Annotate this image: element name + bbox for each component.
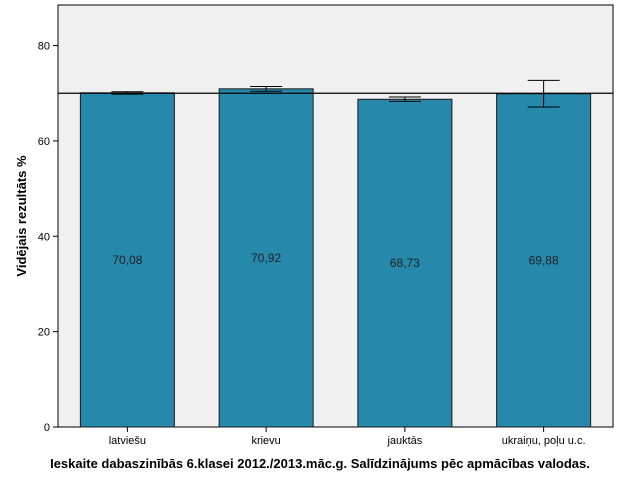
x-tick-label: jauktās <box>386 435 422 447</box>
y-tick-label: 60 <box>38 136 50 148</box>
y-axis-title: Vidējais rezultāts % <box>14 155 29 277</box>
bar <box>357 98 453 428</box>
bar-value-label: 68,73 <box>390 256 420 270</box>
chart-caption: Ieskaite dabaszinībās 6.klasei 2012./201… <box>50 456 590 471</box>
bar <box>496 93 592 428</box>
x-axis: latviešu krievu jauktās ukraiņu, poļu u.c. <box>109 427 586 447</box>
y-tick-label: 0 <box>44 422 50 434</box>
x-tick-label: krievu <box>251 435 280 447</box>
y-tick-label: 80 <box>38 41 50 53</box>
bar-value-label: 70,92 <box>251 251 281 265</box>
y-tick-label: 40 <box>38 231 50 243</box>
y-tick-label: 20 <box>38 327 50 339</box>
bar-chart: 0 20 40 60 80 70,08 70,92 68,73 69,88 latviešu k… <box>14 4 614 447</box>
bar <box>79 92 175 428</box>
bars: 70,08 70,92 68,73 69,88 <box>79 88 592 428</box>
x-tick-label: ukraiņu, poļu u.c. <box>502 435 586 447</box>
bar-value-label: 69,88 <box>529 253 559 267</box>
bar <box>218 88 314 428</box>
x-tick-label: latviešu <box>109 435 146 447</box>
y-axis: 0 20 40 60 80 <box>38 41 58 434</box>
error-bars <box>111 79 560 108</box>
bar-value-label: 70,08 <box>112 253 142 267</box>
